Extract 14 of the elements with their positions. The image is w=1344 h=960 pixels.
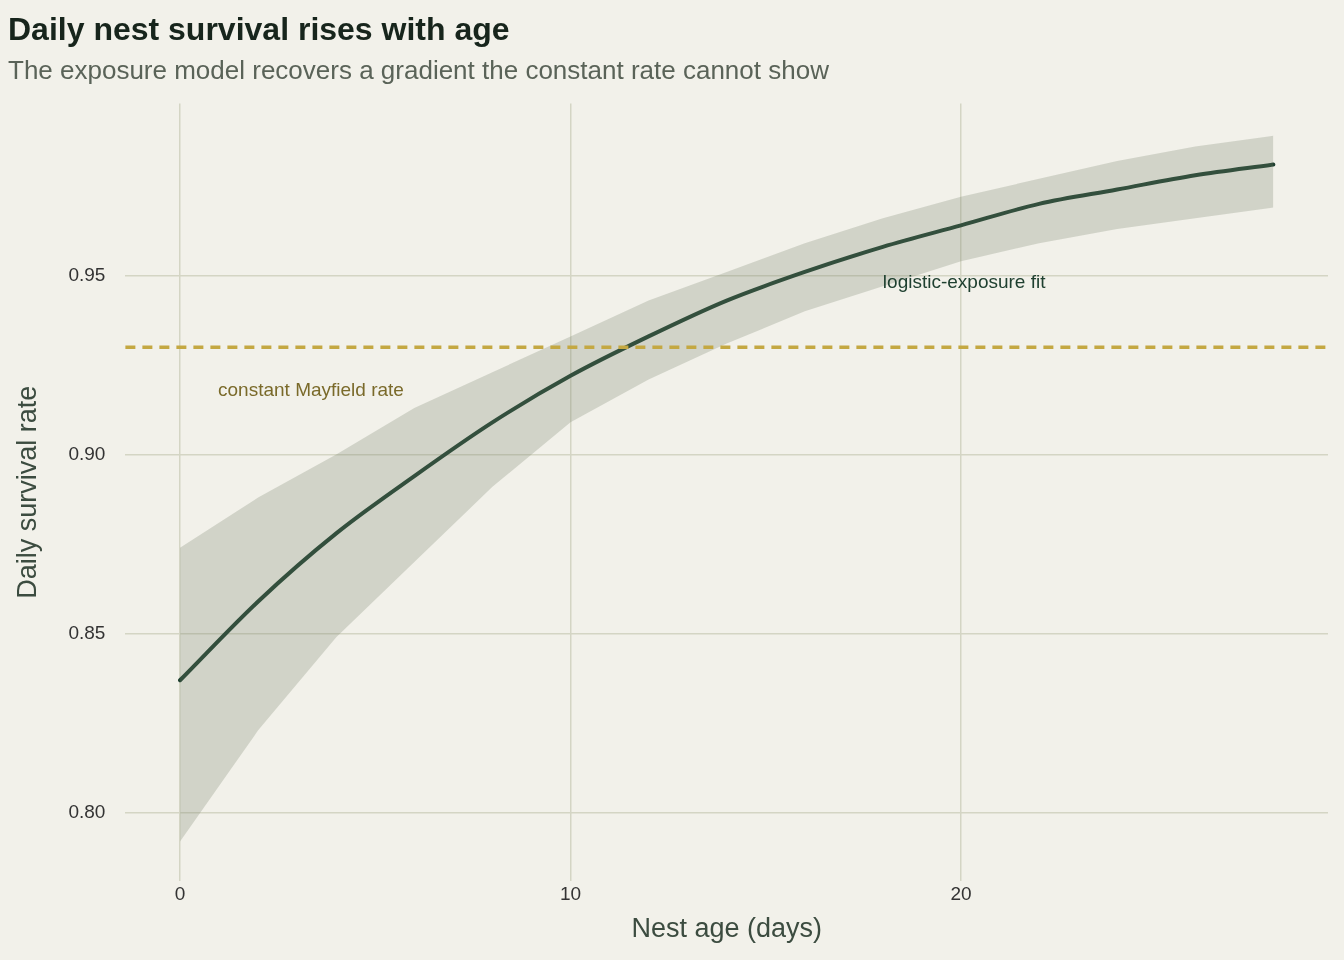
x-tick-label: 0 — [174, 883, 186, 905]
y-tick-label: 0.95 — [68, 263, 106, 285]
x-axis-title: Nest age (days) — [631, 913, 822, 944]
chart-subtitle: The exposure model recovers a gradient the constant rate cannot show — [8, 55, 830, 86]
y-tick-label: 0.85 — [68, 621, 106, 643]
y-tick-label: 0.90 — [68, 442, 106, 464]
y-axis-title: Daily survival rate — [11, 385, 42, 599]
x-tick-label: 10 — [559, 883, 582, 905]
chart-title: Daily nest survival rises with age — [8, 11, 510, 48]
ref-line-label: constant Mayfield rate — [218, 379, 404, 401]
series-label: logistic-exposure fit — [882, 271, 1047, 293]
line-series — [178, 162, 1276, 683]
x-tick-label: 20 — [950, 883, 972, 905]
y-tick-label: 0.80 — [68, 800, 106, 822]
